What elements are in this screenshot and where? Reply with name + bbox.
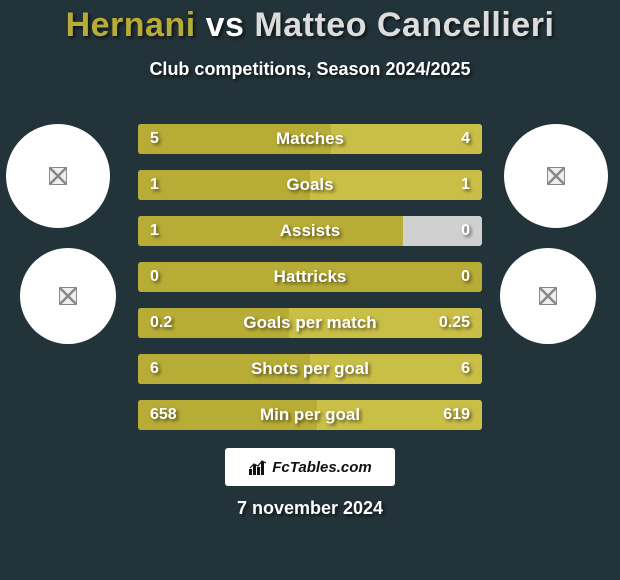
stat-value-left: 6	[150, 354, 159, 384]
broken-image-icon	[59, 287, 77, 305]
stat-value-left: 0.2	[150, 308, 172, 338]
broken-image-icon	[49, 167, 67, 185]
left-avatars-column	[6, 124, 116, 344]
brand-badge: FcTables.com	[225, 448, 395, 486]
left-player-avatar	[6, 124, 110, 228]
stat-value-right: 0.25	[439, 308, 470, 338]
stat-left-bar	[138, 216, 403, 246]
right-avatars-column	[504, 124, 614, 344]
stat-value-right: 1	[461, 170, 470, 200]
player-right-name: Matteo Cancellieri	[254, 6, 554, 44]
stat-left-bar	[138, 124, 331, 154]
stat-row: 11Goals	[138, 170, 482, 200]
stat-row: 658619Min per goal	[138, 400, 482, 430]
stat-row: 10Assists	[138, 216, 482, 246]
broken-image-icon	[539, 287, 557, 305]
stat-right-bar	[331, 124, 482, 154]
right-club-badge	[500, 248, 596, 344]
stat-value-right: 6	[461, 354, 470, 384]
stat-value-right: 0	[461, 216, 470, 246]
vs-word: vs	[206, 6, 245, 44]
stat-left-bar	[138, 170, 310, 200]
stat-row: 66Shots per goal	[138, 354, 482, 384]
left-club-badge	[20, 248, 116, 344]
stat-value-right: 619	[443, 400, 470, 430]
stat-row: 0 0Hattricks	[138, 262, 482, 292]
brand-text: FcTables.com	[272, 459, 371, 476]
stat-right-bar	[310, 170, 482, 200]
stat-value-left: 1	[150, 170, 159, 200]
right-player-avatar	[504, 124, 608, 228]
stat-label: Hattricks	[138, 262, 482, 292]
stat-row: 0.20.25Goals per match	[138, 308, 482, 338]
broken-image-icon	[547, 167, 565, 185]
stat-value-right: 0	[461, 262, 470, 292]
stat-value-left: 658	[150, 400, 177, 430]
stat-value-left: 1	[150, 216, 159, 246]
stat-value-left: 5	[150, 124, 159, 154]
stat-value-right: 4	[461, 124, 470, 154]
chart-bars-icon	[248, 459, 268, 475]
player-left-name: Hernani	[66, 6, 196, 44]
comparison-title: Hernani vs Matteo Cancellieri	[0, 0, 620, 45]
comparison-subtitle: Club competitions, Season 2024/2025	[0, 59, 620, 80]
comparison-date: 7 november 2024	[0, 498, 620, 519]
stats-container: 54Matches11Goals10Assists00Hattricks0.20…	[138, 124, 482, 446]
stat-right-bar	[310, 354, 482, 384]
stat-left-bar	[138, 354, 310, 384]
stat-row: 54Matches	[138, 124, 482, 154]
stat-value-left: 0	[150, 262, 159, 292]
